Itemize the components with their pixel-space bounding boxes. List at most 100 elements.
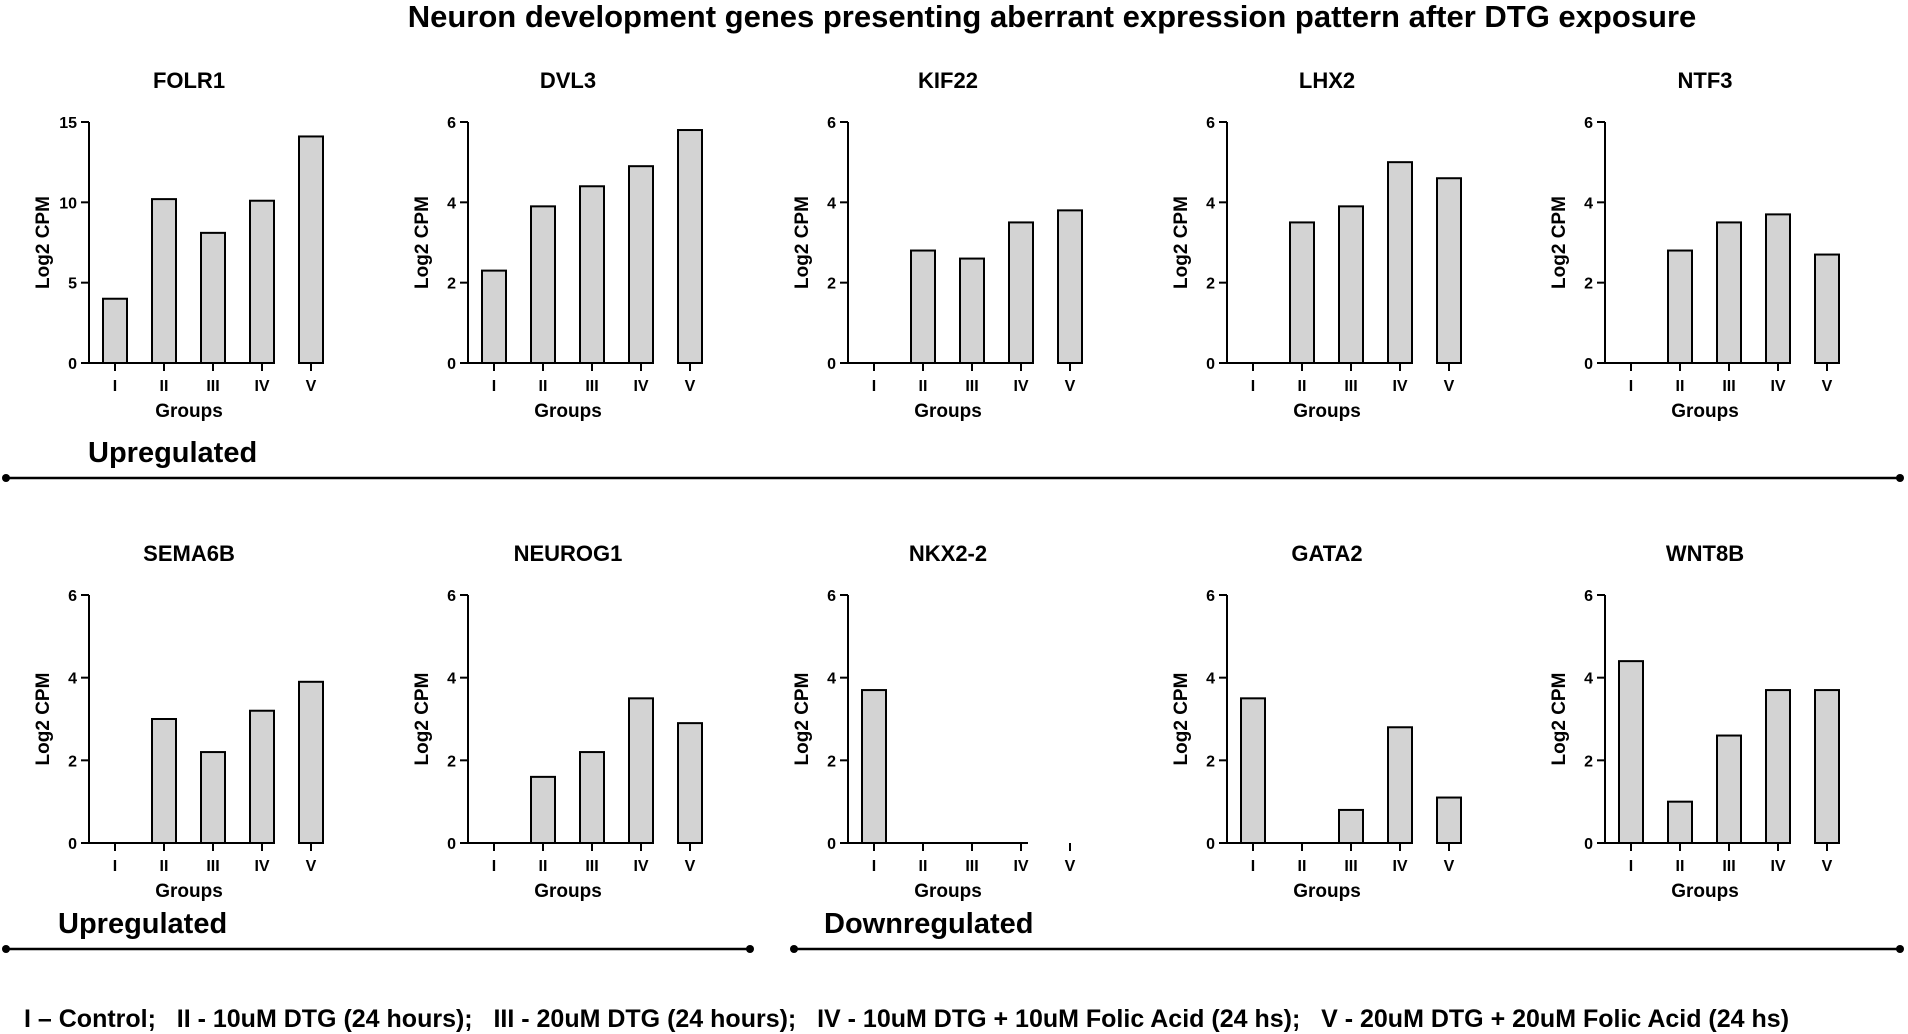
y-tick-label-sema6b-0: 0 [68, 836, 77, 853]
y-tick-label-wnt8b-2: 2 [1584, 753, 1593, 770]
x-tick-label-lhx2-I: I [1251, 378, 1255, 395]
y-axis-label-folr1: Log2 CPM [33, 196, 54, 289]
bar-sema6b-V [298, 680, 324, 844]
bar-folr1-I [102, 297, 128, 365]
y-tick-label-sema6b-4: 4 [68, 671, 77, 688]
y-tick-label-nkx2-2-2: 2 [827, 753, 836, 770]
bar-lhx2-IV [1387, 161, 1413, 364]
x-tick-label-neurog1-I: I [492, 858, 496, 875]
y-tick-label-ntf3-2: 2 [1584, 276, 1593, 293]
bar-wnt8b-V [1814, 689, 1840, 844]
bar-wnt8b-II [1667, 800, 1693, 845]
x-tick-label-ntf3-IV: IV [1770, 378, 1785, 395]
y-tick-label-dvl3-0: 0 [447, 356, 456, 373]
y-tick-label-neurog1-2: 2 [447, 753, 456, 770]
x-axis-label-gata2: Groups [1293, 881, 1361, 902]
y-tick-label-ntf3-6: 6 [1584, 115, 1593, 132]
bar-folr1-III [200, 231, 226, 364]
chart-title-folr1: FOLR1 [153, 68, 225, 93]
y-tick-label-folr1-10: 10 [59, 195, 77, 212]
y-tick-label-wnt8b-0: 0 [1584, 836, 1593, 853]
x-tick-label-dvl3-IV: IV [633, 378, 648, 395]
row2-downregulated-right-dot [1896, 945, 1904, 953]
x-tick-label-folr1-I: I [113, 378, 117, 395]
bar-kif22-V [1057, 209, 1083, 364]
y-tick-label-lhx2-6: 6 [1206, 115, 1215, 132]
bar-kif22-II [910, 249, 936, 365]
x-tick-label-ntf3-I: I [1629, 378, 1633, 395]
x-tick-label-nkx2-2-II: II [919, 858, 928, 875]
bar-ntf3-II [1667, 249, 1693, 365]
bar-wnt8b-IV [1765, 689, 1791, 844]
bar-dvl3-III [579, 185, 605, 364]
x-tick-label-neurog1-III: III [585, 858, 598, 875]
x-tick-label-gata2-I: I [1251, 858, 1255, 875]
x-tick-label-nkx2-2-III: III [965, 858, 978, 875]
x-axis-label-dvl3: Groups [534, 401, 602, 422]
bar-kif22-IV [1008, 221, 1034, 364]
x-tick-label-gata2-III: III [1344, 858, 1357, 875]
x-tick-label-kif22-V: V [1065, 378, 1076, 395]
x-tick-label-folr1-V: V [306, 378, 317, 395]
x-tick-label-ntf3-V: V [1822, 378, 1833, 395]
bar-lhx2-V [1436, 177, 1462, 364]
y-tick-label-sema6b-2: 2 [68, 753, 77, 770]
row2-upregulated-right-dot [746, 945, 754, 953]
bar-neurog1-V [677, 722, 703, 845]
x-tick-label-neurog1-V: V [685, 858, 696, 875]
y-tick-label-nkx2-2-4: 4 [827, 671, 836, 688]
bar-gata2-V [1436, 796, 1462, 844]
x-axis-label-wnt8b: Groups [1671, 881, 1739, 902]
x-tick-label-ntf3-II: II [1676, 378, 1685, 395]
chart-title-lhx2: LHX2 [1299, 68, 1355, 93]
x-tick-label-folr1-II: II [160, 378, 169, 395]
x-tick-label-sema6b-IV: IV [254, 858, 269, 875]
y-tick-label-folr1-15: 15 [59, 115, 77, 132]
bar-nkx2-2-I [861, 689, 887, 844]
chart-title-neurog1: NEUROG1 [514, 541, 623, 566]
y-tick-label-dvl3-4: 4 [447, 195, 456, 212]
y-tick-label-neurog1-6: 6 [447, 588, 456, 605]
bar-ntf3-III [1716, 221, 1742, 364]
x-tick-label-kif22-IV: IV [1013, 378, 1028, 395]
bar-ntf3-IV [1765, 213, 1791, 364]
x-tick-label-sema6b-II: II [160, 858, 169, 875]
y-axis-label-neurog1: Log2 CPM [412, 673, 433, 766]
x-tick-label-lhx2-V: V [1444, 378, 1455, 395]
y-tick-label-ntf3-0: 0 [1584, 356, 1593, 373]
x-tick-label-gata2-II: II [1298, 858, 1307, 875]
x-axis-label-neurog1: Groups [534, 881, 602, 902]
bar-folr1-IV [249, 199, 275, 364]
x-tick-label-gata2-IV: IV [1392, 858, 1407, 875]
x-tick-label-kif22-II: II [919, 378, 928, 395]
y-tick-label-neurog1-4: 4 [447, 671, 456, 688]
y-tick-label-kif22-0: 0 [827, 356, 836, 373]
section-label-row2-downregulated: Downregulated [824, 908, 1033, 940]
x-tick-label-kif22-I: I [872, 378, 876, 395]
x-tick-label-lhx2-IV: IV [1392, 378, 1407, 395]
y-tick-label-nkx2-2-6: 6 [827, 588, 836, 605]
row1-separator-right-dot [1896, 474, 1904, 482]
y-tick-label-lhx2-2: 2 [1206, 276, 1215, 293]
y-tick-label-kif22-6: 6 [827, 115, 836, 132]
chart-title-kif22: KIF22 [918, 68, 978, 93]
y-tick-label-lhx2-4: 4 [1206, 195, 1215, 212]
bar-ntf3-V [1814, 253, 1840, 364]
bar-dvl3-V [677, 129, 703, 364]
bar-sema6b-II [151, 718, 177, 844]
x-tick-label-ntf3-III: III [1722, 378, 1735, 395]
bar-dvl3-II [530, 205, 556, 364]
chart-title-ntf3: NTF3 [1678, 68, 1733, 93]
y-tick-label-gata2-4: 4 [1206, 671, 1215, 688]
x-axis-label-lhx2: Groups [1293, 401, 1361, 422]
x-tick-label-nkx2-2-V: V [1065, 858, 1076, 875]
y-tick-label-ntf3-4: 4 [1584, 195, 1593, 212]
